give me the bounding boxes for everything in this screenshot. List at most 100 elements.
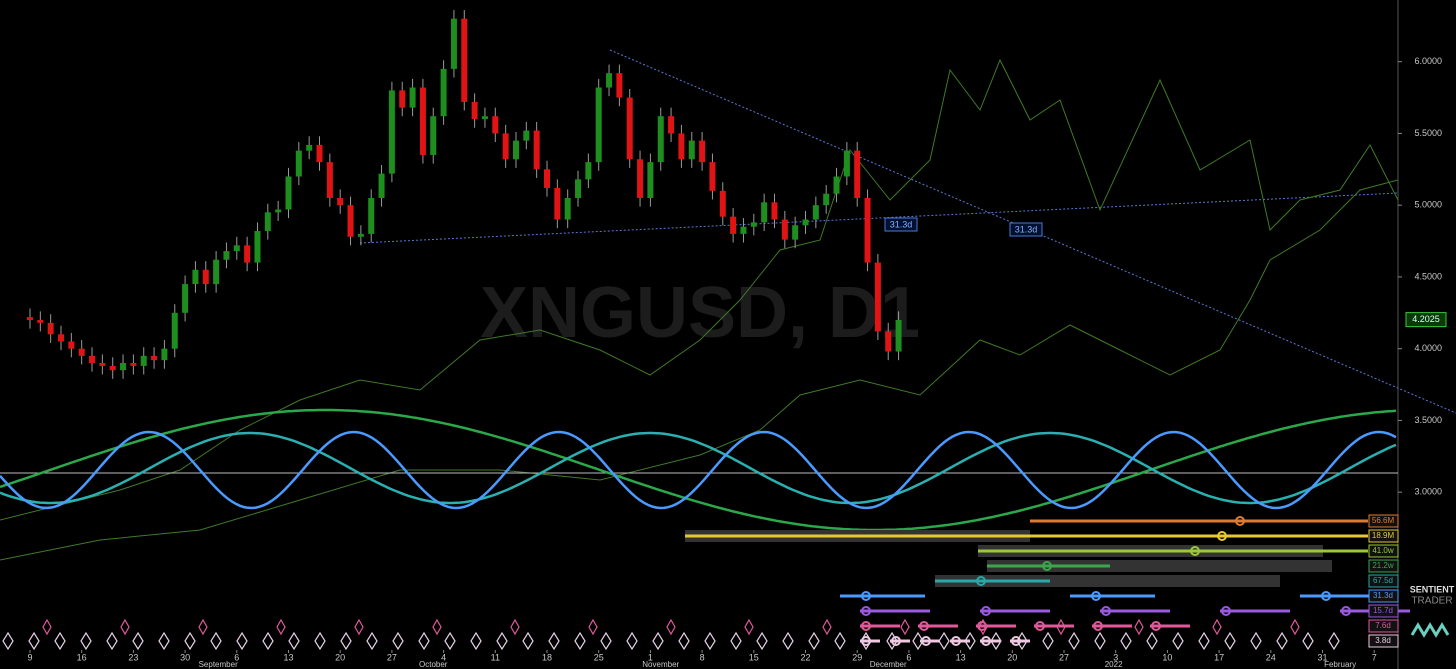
diamond <box>432 618 442 636</box>
cycle-legend-box <box>1368 559 1399 573</box>
cycle-legend: 41.0w <box>1372 546 1394 555</box>
candle-body <box>771 202 778 220</box>
candle-body <box>585 162 592 180</box>
candle-body <box>709 162 716 191</box>
x-tick-label: 7 <box>1372 652 1377 662</box>
x-tick-label: 16 <box>77 652 87 662</box>
x-tick-label: 9 <box>27 652 32 662</box>
diamond <box>990 631 1002 651</box>
candle <box>595 78 602 171</box>
indicator-line <box>0 179 1399 561</box>
diamond <box>1056 618 1066 636</box>
candle-body <box>316 144 323 163</box>
candle-body <box>481 116 488 120</box>
candle-body <box>151 355 158 361</box>
x-tick-label: 24 <box>1266 652 1276 662</box>
candle-body <box>295 150 302 177</box>
candle <box>864 189 871 272</box>
diamond <box>678 631 690 651</box>
x-tick-label: 10 <box>1162 652 1172 662</box>
candle <box>99 354 106 375</box>
candle <box>213 251 220 293</box>
diamond <box>1134 618 1144 636</box>
diamond <box>198 618 208 636</box>
diamond <box>1068 631 1080 651</box>
diamond <box>938 631 950 651</box>
candle <box>347 196 354 246</box>
candle-body <box>78 348 85 356</box>
candle-body <box>719 190 726 217</box>
x-tick-label: 27 <box>387 652 397 662</box>
watermark: XNGUSD, D1 <box>480 273 920 353</box>
candle-body <box>306 144 313 151</box>
candle <box>575 170 582 207</box>
candle-body <box>647 162 654 199</box>
cycle-band <box>935 575 1280 587</box>
last-price-box <box>1405 312 1447 328</box>
candle <box>709 153 716 200</box>
cycle-marker <box>1341 606 1351 616</box>
candle <box>616 64 623 107</box>
cycle-marker <box>1217 531 1227 541</box>
cycle-marker <box>1190 546 1200 556</box>
candle <box>326 153 333 207</box>
candle <box>306 136 313 160</box>
candle-body <box>564 198 571 220</box>
diamond <box>1094 631 1106 651</box>
candle-body <box>730 216 737 234</box>
diamond <box>834 631 846 651</box>
diamond <box>1016 631 1028 651</box>
candle <box>647 153 654 207</box>
candle <box>637 150 644 207</box>
candle <box>740 218 747 243</box>
diamond <box>444 631 456 651</box>
candle-body <box>264 212 271 232</box>
x-tick-label: 13 <box>956 652 966 662</box>
x-tick-label: 27 <box>1059 652 1069 662</box>
diamond <box>652 631 664 651</box>
cycle-wave <box>0 430 1397 510</box>
candle <box>523 121 530 150</box>
candle <box>316 136 323 171</box>
annotation: 31.3d <box>1015 224 1038 234</box>
diamond <box>1120 631 1132 651</box>
month-label: December <box>870 660 907 669</box>
y-tick-label: 3.5000 <box>1414 415 1442 425</box>
candle <box>440 60 447 125</box>
x-tick-label: 6 <box>234 652 239 662</box>
x-tick-label: 25 <box>594 652 604 662</box>
diamond <box>184 631 196 651</box>
candle-body <box>37 319 44 323</box>
diamond <box>496 631 508 651</box>
candle-body <box>512 140 519 160</box>
candle <box>264 203 271 240</box>
diamond <box>314 631 326 651</box>
candle-body <box>275 209 282 213</box>
diamond <box>54 631 66 651</box>
x-tick-label: 20 <box>1007 652 1017 662</box>
candle <box>543 160 550 197</box>
candle-body <box>161 348 168 361</box>
candle-body <box>461 18 468 102</box>
diamond <box>1198 631 1210 651</box>
diamond <box>822 618 832 636</box>
cycle-marker <box>981 636 991 646</box>
candle-body <box>357 233 364 237</box>
diamond <box>392 631 404 651</box>
candle-body <box>843 150 850 177</box>
candle-body <box>347 205 354 237</box>
candle <box>781 210 788 249</box>
indicator-line <box>0 58 1399 521</box>
candle <box>895 311 902 361</box>
annotation: 31.3d <box>890 219 913 229</box>
candle-body <box>792 225 799 240</box>
cycle-legend-box <box>1368 589 1399 603</box>
candle-body <box>595 87 602 163</box>
candle-body <box>802 219 809 226</box>
candle-body <box>419 87 426 155</box>
candle-body <box>895 319 902 352</box>
diamond <box>886 631 898 651</box>
diamond <box>1290 618 1300 636</box>
candle <box>151 347 158 369</box>
cycle-marker <box>861 621 871 631</box>
